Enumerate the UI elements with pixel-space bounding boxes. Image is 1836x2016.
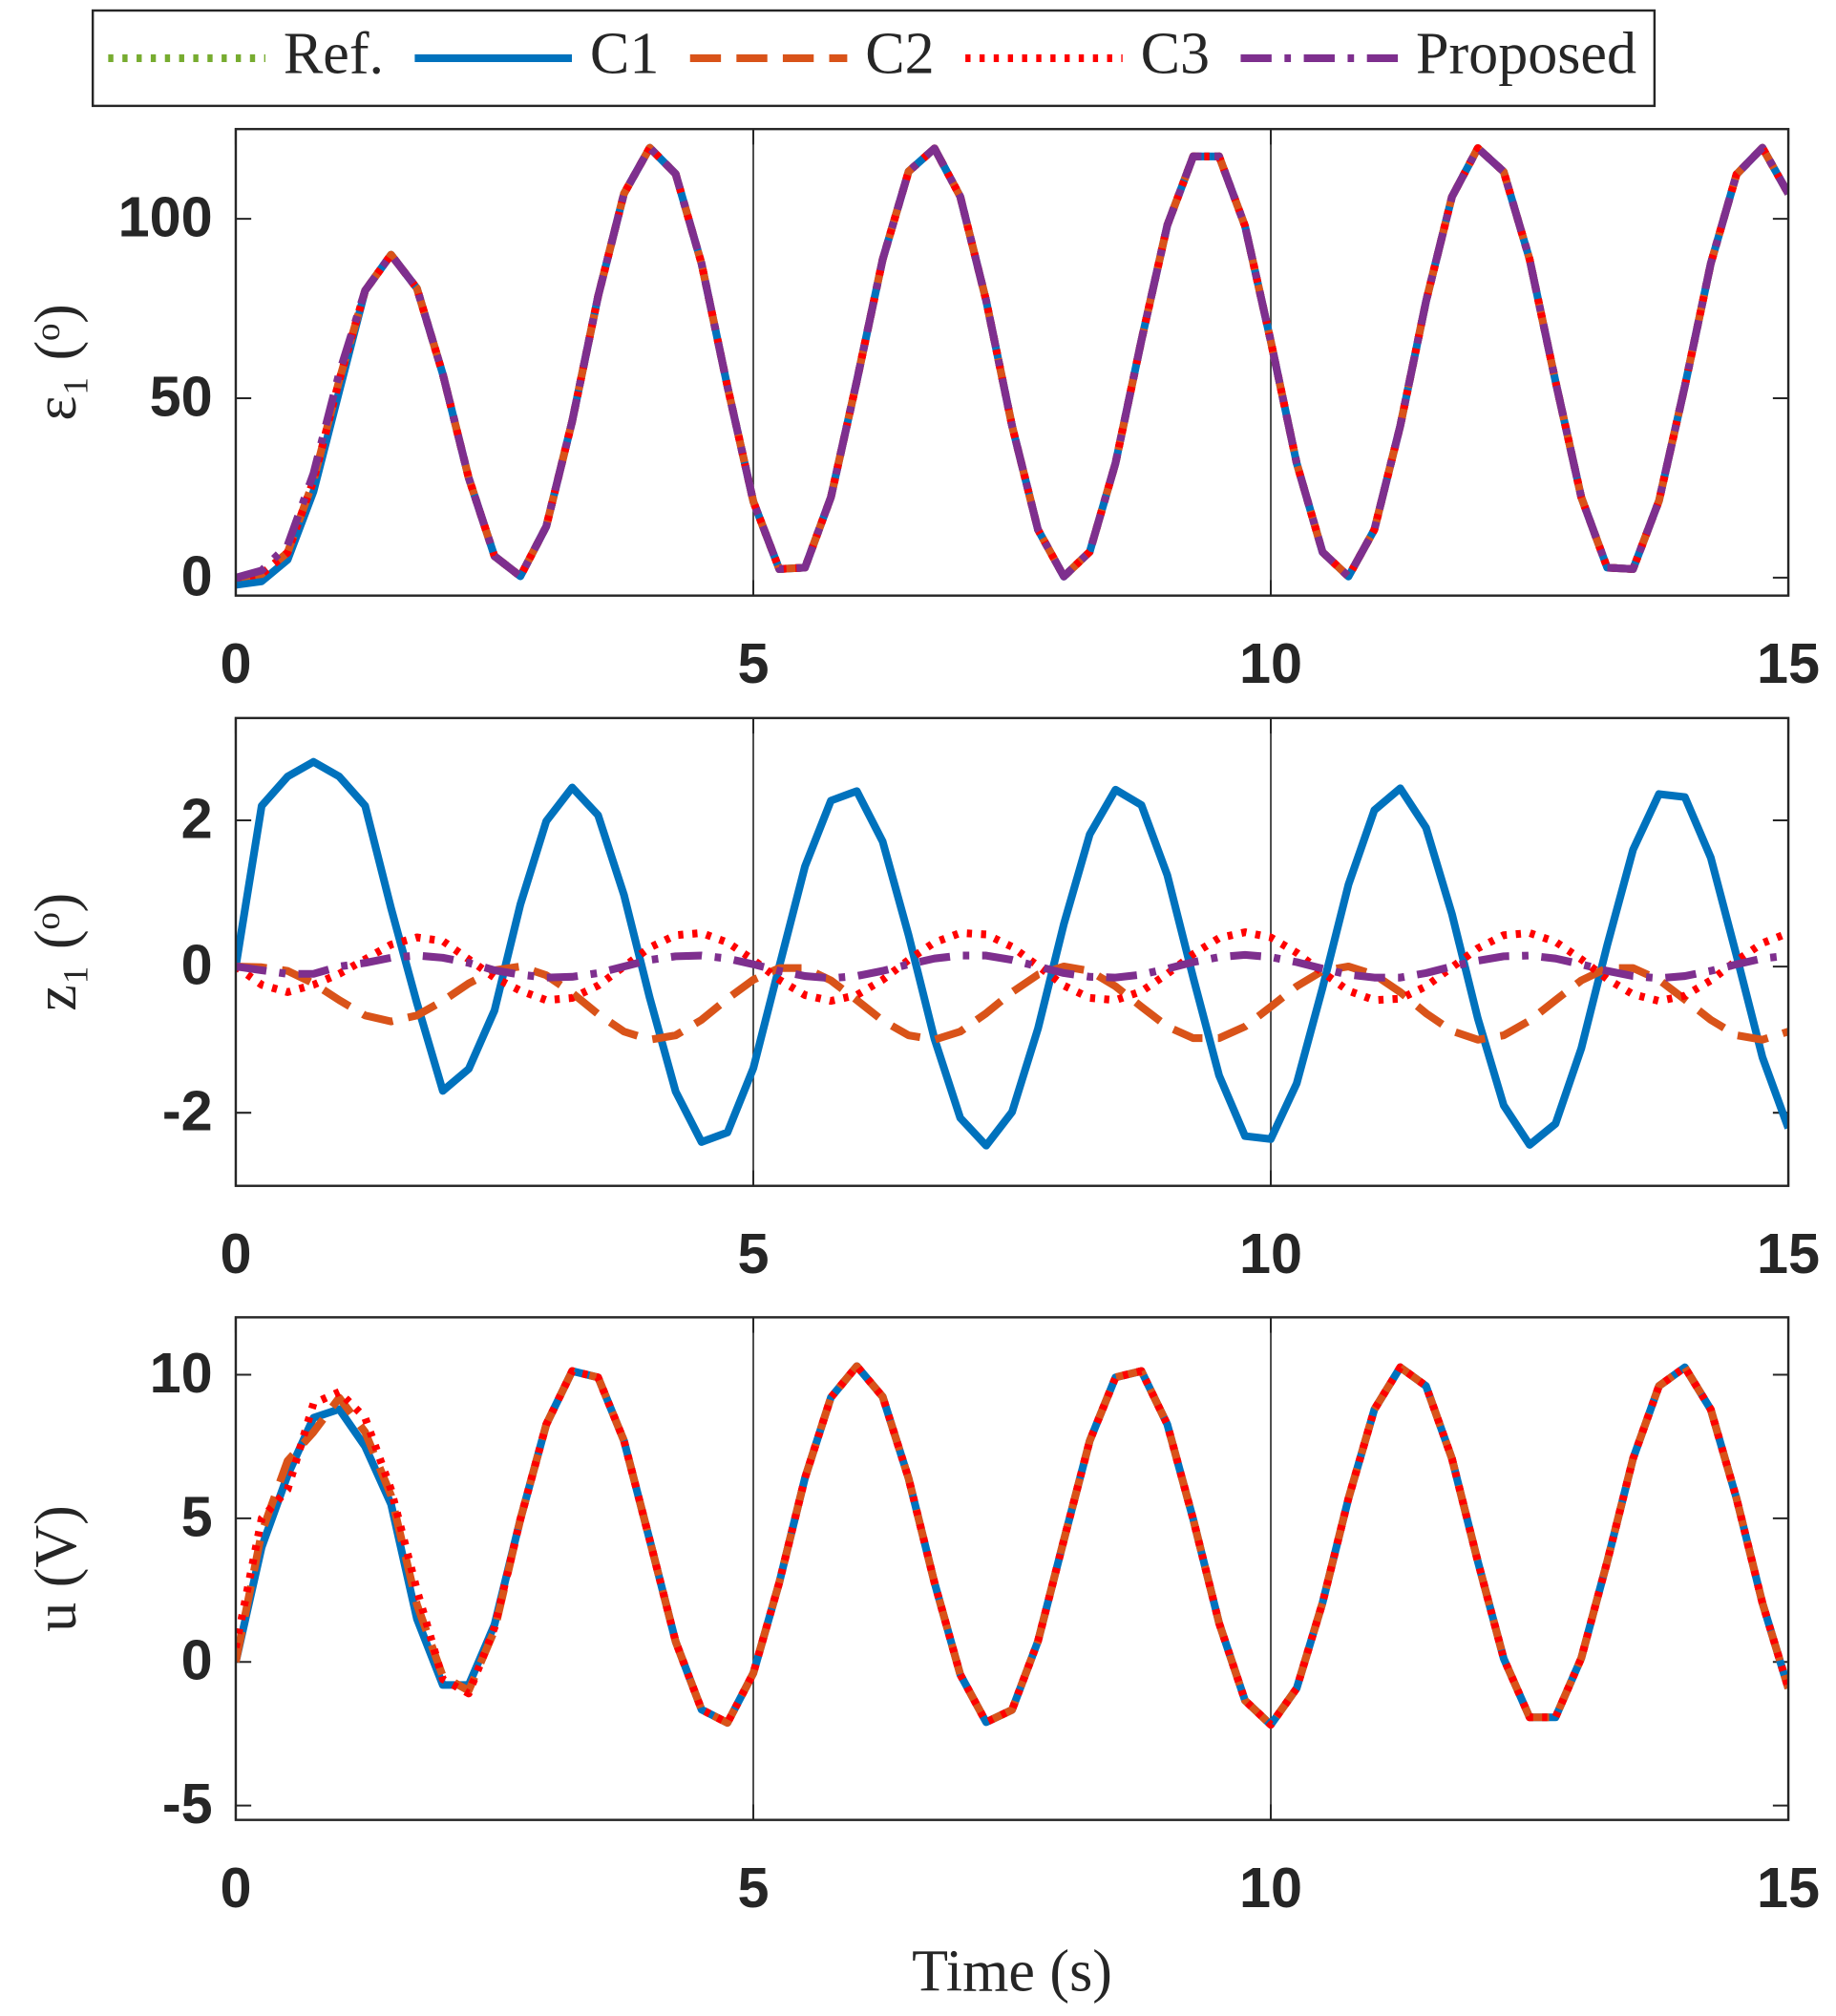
x-tick-label: 0 (220, 631, 251, 695)
series-line (235, 1362, 1789, 1730)
y-tick-label: 0 (181, 543, 213, 607)
x-tick-label: 5 (737, 1221, 769, 1285)
series-line (235, 757, 1789, 1150)
series-line (235, 143, 1789, 582)
legend-label: C2 (865, 22, 934, 87)
legend-label: C3 (1141, 22, 1210, 87)
x-tick-label: 10 (1239, 631, 1302, 695)
x-tick-label: 0 (220, 1856, 251, 1920)
axes-frame (234, 127, 1790, 597)
y-tick-label: 50 (150, 364, 213, 428)
x-tick-label: 5 (737, 1856, 769, 1920)
legend-label: Ref. (284, 22, 384, 87)
x-tick-label: 5 (737, 631, 769, 695)
y-tick-label: 5 (181, 1484, 213, 1548)
x-tick-label: 15 (1757, 631, 1820, 695)
plot-area (235, 1317, 1789, 1820)
y-tick-label: 100 (118, 184, 213, 248)
x-axis-label: Time (s) (912, 1940, 1112, 2005)
x-tick-label: 10 (1239, 1856, 1302, 1920)
y-axis-label: u (V) (24, 1505, 89, 1632)
x-tick-label: 15 (1757, 1221, 1820, 1285)
y-tick-label: -5 (162, 1772, 213, 1836)
y-tick-label: 2 (181, 786, 213, 850)
x-tick-label: 10 (1239, 1221, 1302, 1285)
series-group (235, 757, 1789, 1150)
axes-frame (234, 1316, 1790, 1821)
y-tick-label: 10 (150, 1341, 213, 1405)
axes-frame (234, 716, 1790, 1187)
series-group (235, 143, 1789, 589)
y-tick-label: -2 (162, 1079, 213, 1143)
plot-area (235, 129, 1789, 596)
x-tick-label: 0 (220, 1221, 251, 1285)
legend-label: Proposed (1416, 22, 1636, 87)
y-tick-label: 0 (181, 932, 213, 996)
y-tick-label: 0 (181, 1628, 213, 1692)
y-axis-label: ε₁ (ᵒ) (24, 304, 89, 420)
series-group (235, 1362, 1789, 1730)
legend-label: C1 (590, 22, 659, 87)
x-tick-label: 15 (1757, 1856, 1820, 1920)
series-line (235, 950, 1789, 983)
y-axis-label: z₁ (ᵒ) (24, 893, 89, 1011)
